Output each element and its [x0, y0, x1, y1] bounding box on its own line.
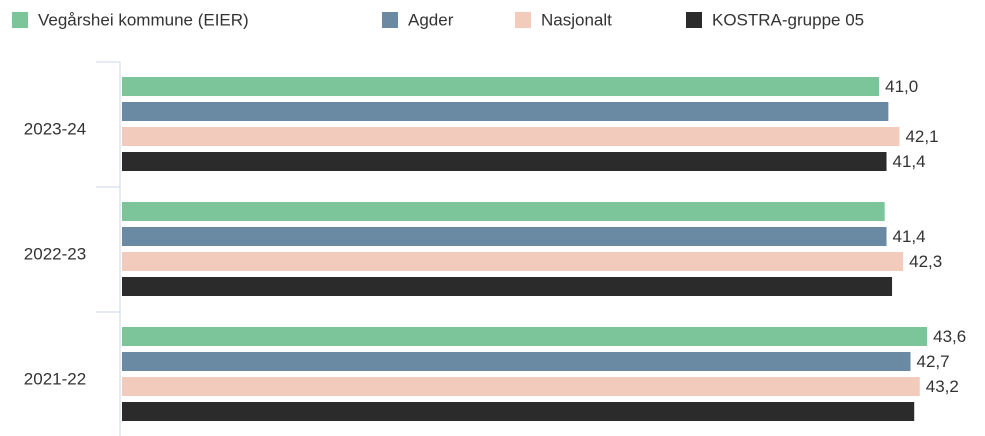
legend-label: Agder [408, 10, 454, 29]
bar [122, 127, 900, 146]
data-label: 42,7 [917, 352, 950, 371]
data-label: 41,4 [893, 152, 926, 171]
bar [122, 252, 904, 271]
data-label: 41,0 [885, 77, 918, 96]
y-tick-label: 2022-23 [24, 244, 86, 263]
data-label: 42,3 [909, 252, 942, 271]
legend-swatch [515, 12, 531, 28]
legend-swatch [382, 12, 398, 28]
bar [122, 277, 893, 296]
bar [122, 352, 911, 371]
legend-label: Vegårshei kommune (EIER) [38, 10, 249, 29]
data-label: 42,1 [905, 127, 938, 146]
legend-label: Nasjonalt [541, 10, 612, 29]
data-label: 41,4 [893, 227, 926, 246]
y-tick-label: 2023-24 [24, 119, 86, 138]
bar [122, 377, 920, 396]
bar [122, 402, 915, 421]
bar [122, 327, 928, 346]
y-tick-label: 2021-22 [24, 369, 86, 388]
bar [122, 202, 885, 221]
bar [122, 102, 889, 121]
legend-swatch [686, 12, 702, 28]
legend-label: KOSTRA-gruppe 05 [712, 10, 864, 29]
bar [122, 227, 887, 246]
legend-swatch [12, 12, 28, 28]
bar [122, 152, 887, 171]
data-label: 43,2 [926, 377, 959, 396]
data-label: 43,6 [933, 327, 966, 346]
bar [122, 77, 880, 96]
